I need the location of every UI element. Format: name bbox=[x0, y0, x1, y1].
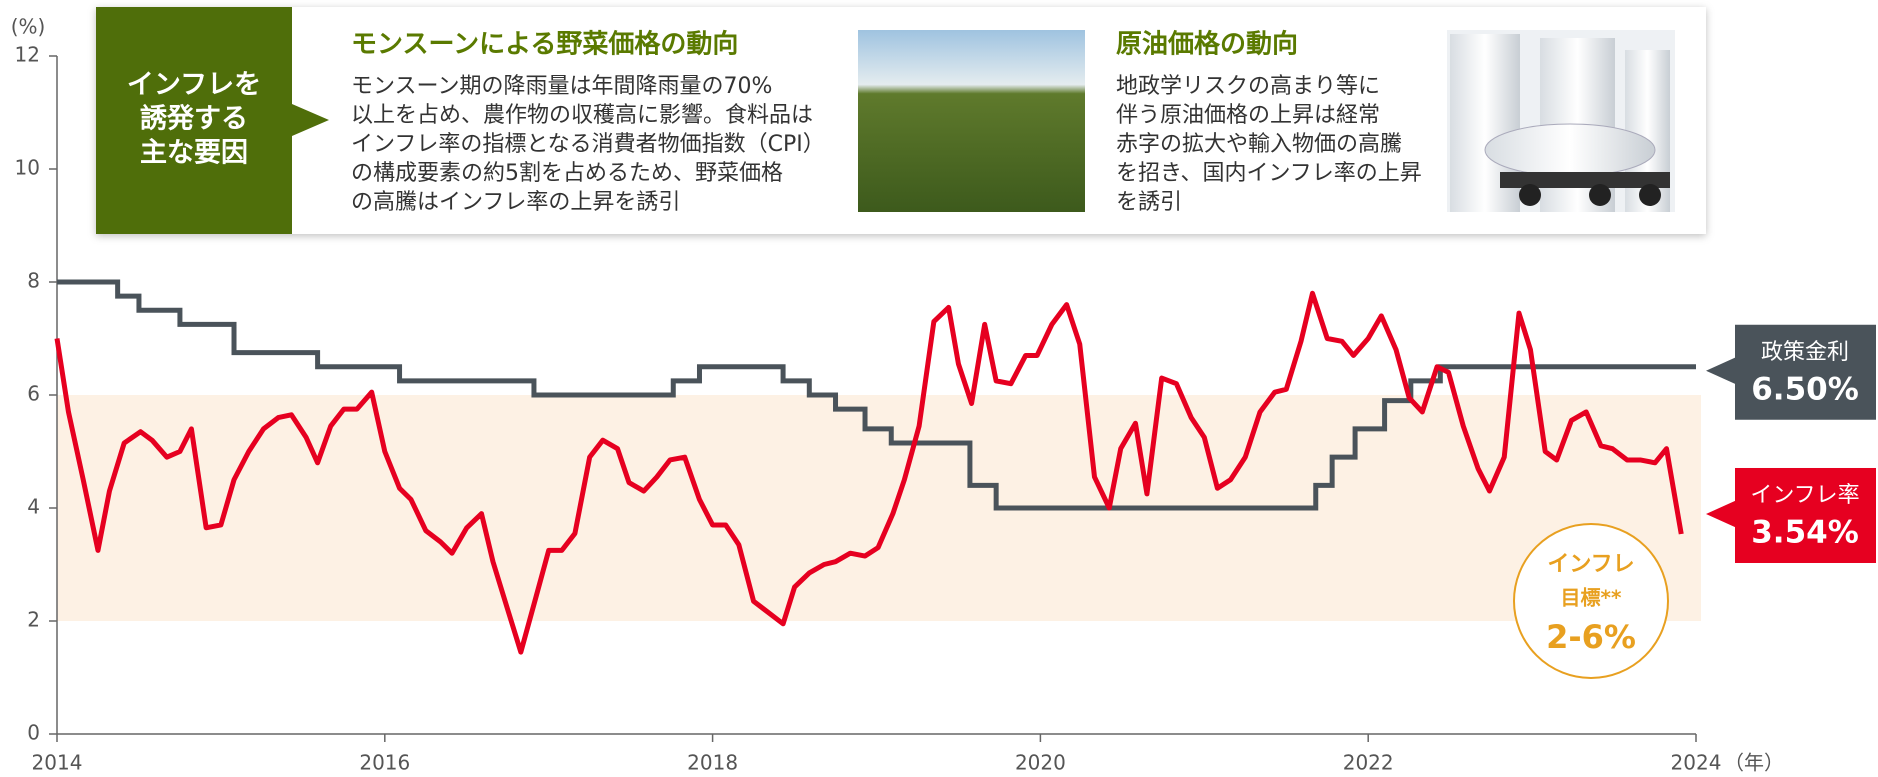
y-tick-label: 4 bbox=[27, 495, 40, 519]
legend-label: 政策金利 bbox=[1761, 340, 1849, 365]
end-value-label: 6.50% bbox=[1751, 371, 1859, 407]
y-tick-label: 10 bbox=[15, 156, 40, 180]
body-line: 地政学リスクの高まり等に bbox=[1116, 74, 1380, 99]
target-circle bbox=[1513, 523, 1669, 679]
body-line: 以上を占め、農作物の収穫高に影響。食料品は bbox=[351, 103, 813, 128]
y-tick-label: 8 bbox=[27, 269, 40, 293]
body-line: インフレ率の指標となる消費者物価指数（CPI） bbox=[351, 132, 825, 157]
x-tick-label: 2016 bbox=[359, 751, 410, 775]
body-line: 伴う原油価格の上昇は経常 bbox=[1116, 103, 1380, 128]
target-label: 目標** bbox=[1561, 586, 1622, 610]
x-tick-label: 2024 bbox=[1671, 751, 1722, 775]
target-label: インフレ bbox=[1547, 552, 1634, 577]
section-body: モンスーン期の降雨量は年間降雨量の70% 以上を占め、農作物の収穫高に影響。食料品… bbox=[351, 74, 825, 215]
label-arrow bbox=[1706, 499, 1737, 528]
section-body: 地政学リスクの高まり等に伴う原油価格の上昇は経常赤字の拡大や輸入物価の高騰を招き… bbox=[1116, 74, 1422, 215]
body-line: を招き、国内インフレ率の上昇 bbox=[1116, 161, 1422, 186]
panel-label-box bbox=[96, 7, 292, 234]
end-value-label: 3.54% bbox=[1751, 514, 1859, 550]
factor-panel: インフレを 誘発する 主な要因 モンスーンによる野菜価格の動向 モンスーン期の降… bbox=[96, 7, 1706, 234]
label-arrow bbox=[1706, 356, 1737, 385]
y-tick-label: 6 bbox=[27, 382, 40, 406]
series-line bbox=[57, 279, 1696, 511]
y-tick-label: 0 bbox=[27, 721, 40, 745]
panel-label: 主な要因 bbox=[140, 138, 248, 169]
panel-label: インフレを bbox=[127, 70, 261, 101]
target-label: 2-6% bbox=[1546, 618, 1636, 656]
body-line: を誘引 bbox=[1116, 190, 1182, 215]
body-line: モンスーン期の降雨量は年間降雨量の70% bbox=[351, 74, 772, 99]
vegetable-field-image bbox=[858, 30, 1085, 212]
body-line: 赤字の拡大や輸入物価の高騰 bbox=[1116, 132, 1402, 157]
x-tick-label: 2022 bbox=[1343, 751, 1394, 775]
label-box bbox=[1735, 467, 1876, 563]
x-tick-label: 2020 bbox=[1015, 751, 1066, 775]
section-title: モンスーンによる野菜価格の動向 bbox=[351, 29, 738, 60]
oil-tank-image bbox=[1447, 30, 1675, 212]
label-box bbox=[1735, 324, 1876, 420]
section-title: 原油価格の動向 bbox=[1116, 29, 1298, 60]
panel-label: 誘発する bbox=[140, 104, 248, 135]
x-axis-label: （年） bbox=[1724, 751, 1784, 775]
body-line: の構成要素の約5割を占めるため、野菜価格 bbox=[351, 161, 783, 186]
x-tick-label: 2014 bbox=[32, 751, 83, 775]
body-line: の高騰はインフレ率の上昇を誘引 bbox=[351, 190, 680, 215]
y-axis-label: (%) bbox=[11, 15, 46, 39]
y-tick-label: 12 bbox=[15, 43, 40, 67]
legend-label: インフレ率 bbox=[1750, 483, 1859, 508]
x-tick-label: 2018 bbox=[687, 751, 738, 775]
y-tick-label: 2 bbox=[27, 608, 40, 632]
series-line bbox=[54, 290, 1684, 655]
plot-area: 0 2 4 6 8 10 12 (%) 2014 2016 2018 2020 2022 2024 （年） bbox=[11, 15, 1784, 775]
panel-arrow bbox=[292, 104, 329, 136]
